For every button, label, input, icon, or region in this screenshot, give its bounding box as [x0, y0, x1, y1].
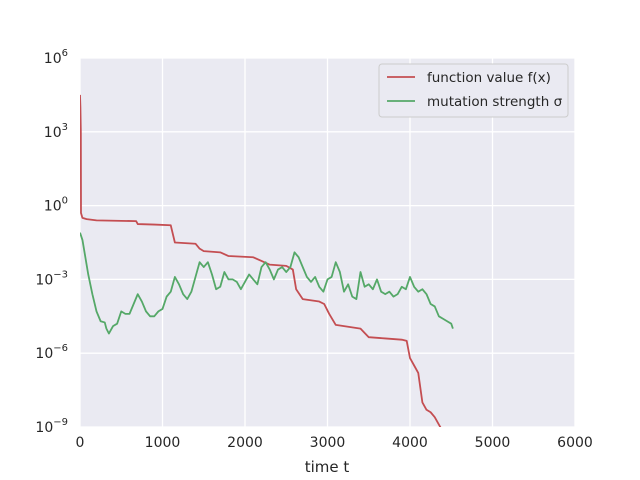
y-tick-exponent: 3 — [62, 122, 68, 133]
y-tick-label: 10−9 — [35, 417, 68, 436]
y-tick-exponent: 6 — [62, 48, 68, 59]
y-tick-label: 103 — [44, 122, 68, 141]
series-layer — [80, 94, 454, 427]
legend-label-sigma: mutation strength σ — [427, 94, 563, 110]
y-tick-label: 100 — [44, 196, 68, 215]
x-tick-label: 4000 — [392, 435, 428, 451]
y-tick-exponent: 0 — [62, 196, 68, 207]
y-tick-base: 10 — [35, 272, 53, 288]
legend: function value f(x) mutation strength σ — [378, 63, 569, 118]
y-tick-exponent: −3 — [53, 269, 68, 280]
series-line-mutation-strength — [80, 232, 454, 335]
y-tick-base: 10 — [44, 199, 62, 215]
legend-label-fx: function value f(x) — [427, 70, 551, 86]
y-tick-base: 10 — [35, 420, 53, 436]
y-tick-label: 106 — [44, 48, 68, 67]
legend-box — [378, 63, 569, 118]
y-tick-base: 10 — [44, 51, 62, 67]
y-tick-exponent: −9 — [53, 417, 68, 428]
x-tick-label: 5000 — [475, 435, 511, 451]
y-tick-label: 10−3 — [35, 269, 68, 288]
y-tick-base: 10 — [44, 125, 62, 141]
x-tick-label: 1000 — [145, 435, 181, 451]
x-axis-ticks: 0 1000 2000 3000 4000 5000 6000 — [76, 435, 593, 451]
x-tick-label: 0 — [76, 435, 85, 451]
y-tick-label: 10−6 — [35, 343, 68, 362]
y-tick-base: 10 — [35, 346, 53, 362]
x-tick-label: 6000 — [557, 435, 593, 451]
x-axis-title: time t — [305, 458, 350, 476]
y-tick-exponent: −6 — [53, 343, 68, 354]
x-tick-label: 2000 — [227, 435, 263, 451]
x-tick-label: 3000 — [310, 435, 346, 451]
